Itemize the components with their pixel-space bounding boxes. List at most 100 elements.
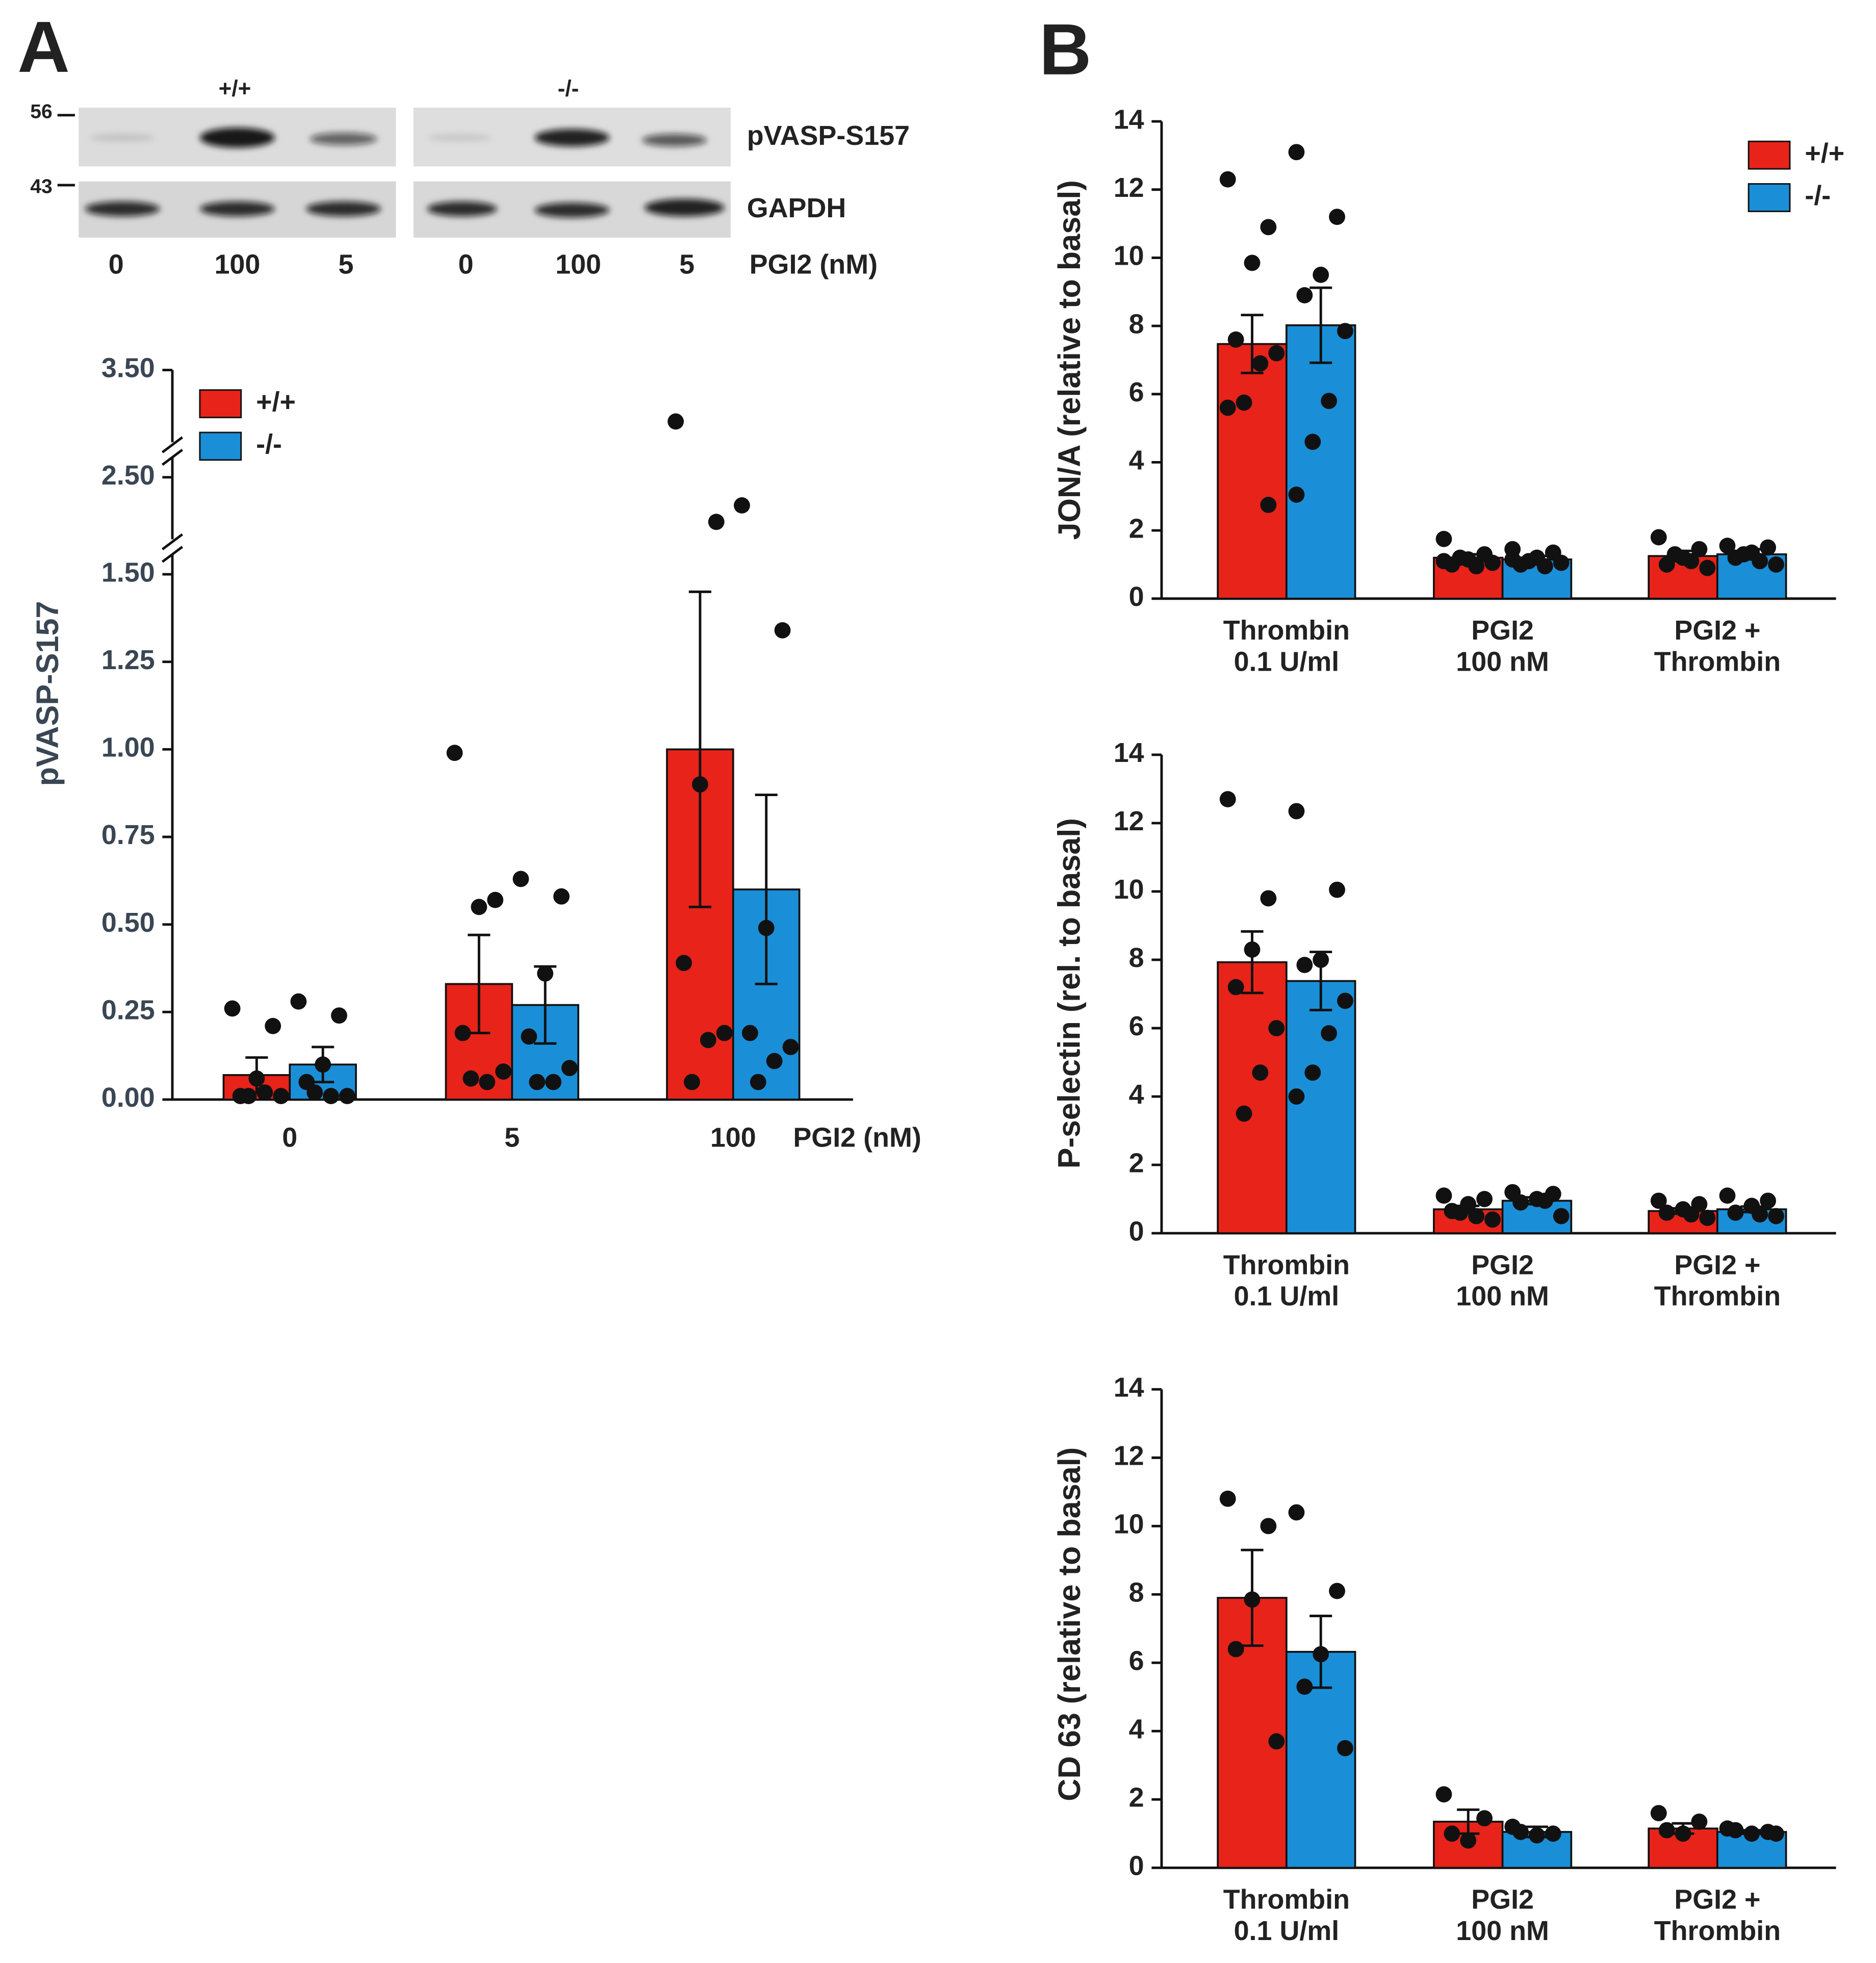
data-point	[1313, 952, 1329, 968]
y-tick-label: 3.50	[101, 353, 155, 384]
data-point	[1743, 1825, 1760, 1842]
y-tick-label: 14	[1114, 1372, 1144, 1403]
data-point	[553, 888, 570, 905]
data-point	[1760, 539, 1777, 556]
data-point	[1313, 266, 1329, 283]
data-point	[1236, 1105, 1252, 1122]
data-point	[1752, 553, 1768, 570]
band	[644, 198, 725, 217]
data-point	[1719, 538, 1736, 554]
genotype-label: -/-	[558, 76, 579, 101]
genotype-label: +/+	[219, 76, 251, 101]
data-point	[1337, 323, 1353, 340]
data-point	[339, 1088, 355, 1105]
data-point	[1735, 546, 1752, 563]
data-point	[1321, 393, 1338, 410]
y-tick-label: 0.00	[101, 1082, 155, 1113]
legend-label: -/-	[256, 429, 282, 460]
axis-break	[161, 448, 184, 466]
data-point	[1529, 1827, 1545, 1844]
data-point	[479, 1074, 496, 1090]
data-point	[1452, 1204, 1469, 1221]
band	[427, 201, 497, 217]
data-point	[1337, 1740, 1353, 1756]
data-point	[1288, 1088, 1305, 1105]
band	[427, 134, 493, 142]
y-tick-label: 4	[1129, 445, 1144, 476]
data-point	[1484, 554, 1501, 571]
data-point	[487, 891, 504, 908]
data-point	[1650, 1192, 1667, 1209]
data-point	[1268, 345, 1285, 362]
x-tick-label: Thrombin	[1654, 1281, 1781, 1312]
data-point	[750, 1074, 766, 1090]
data-point	[1252, 355, 1269, 372]
western-blot: +/+ -/- 56 43 pVASP-S157 GAPDH 0 100 5 0…	[30, 76, 910, 279]
data-point	[1699, 1209, 1716, 1226]
data-point	[1313, 1646, 1329, 1663]
data-point	[1553, 1208, 1570, 1225]
x-tick-label: 0.1 U/ml	[1234, 1916, 1340, 1946]
data-point	[1476, 1810, 1493, 1827]
y-tick-label: 8	[1129, 1577, 1144, 1608]
data-point	[1512, 1194, 1529, 1211]
y-tick-label: 0.75	[101, 820, 155, 850]
data-point	[716, 1025, 733, 1041]
x-tick-label: PGI2 +	[1674, 1884, 1760, 1915]
data-point	[1227, 1641, 1244, 1658]
bar	[1217, 961, 1288, 1234]
legend-label: -/-	[1805, 181, 1831, 211]
data-point	[561, 1060, 578, 1077]
y-axis-label: CD 63 (relative to basal)	[1052, 1447, 1087, 1801]
data-point	[1752, 1206, 1768, 1223]
band	[199, 128, 275, 148]
panel-label: B	[1039, 9, 1092, 90]
data-point	[240, 1088, 257, 1105]
blot-row-label: GAPDH	[747, 193, 846, 223]
data-point	[1468, 558, 1485, 575]
bar	[1286, 324, 1356, 600]
lane-label: 5	[679, 249, 695, 279]
band	[534, 202, 610, 218]
data-point	[471, 899, 487, 915]
data-point	[1760, 1192, 1777, 1209]
data-point	[1666, 546, 1683, 563]
data-point	[1296, 287, 1313, 303]
marker-label: 56	[30, 100, 53, 122]
data-point	[290, 993, 307, 1010]
data-point	[462, 1070, 479, 1087]
data-point	[1536, 1192, 1553, 1209]
y-tick-label: 1.25	[101, 645, 155, 675]
y-tick-label: 1.00	[101, 732, 155, 763]
y-tick-label: 10	[1114, 1509, 1144, 1539]
data-point	[684, 1074, 700, 1090]
data-point	[691, 776, 708, 793]
data-point	[1536, 558, 1553, 575]
data-point	[1244, 941, 1261, 958]
y-tick-label: 12	[1114, 806, 1144, 836]
data-point	[224, 1000, 241, 1017]
data-point	[1329, 881, 1346, 898]
data-point	[265, 1017, 281, 1034]
x-tick-label: PGI2	[1471, 1250, 1534, 1280]
data-point	[1219, 1490, 1236, 1507]
lane-axis-label: PGI2 (nM)	[750, 249, 878, 279]
data-point	[1504, 551, 1521, 568]
data-point	[537, 965, 554, 982]
x-tick-label: Thrombin	[1223, 615, 1350, 646]
x-tick-label: 100 nM	[1456, 1916, 1549, 1946]
y-tick-label: 10	[1114, 874, 1144, 905]
data-point	[1288, 486, 1305, 503]
data-point	[1468, 1208, 1485, 1225]
data-point	[1553, 554, 1570, 571]
data-point	[1227, 331, 1244, 348]
x-tick-label: 100 nM	[1456, 1281, 1549, 1312]
data-point	[446, 745, 463, 761]
x-tick-label: 0.1 U/ml	[1234, 1281, 1340, 1312]
y-tick-label: 14	[1114, 737, 1144, 768]
y-tick-label: 12	[1114, 172, 1144, 203]
band	[90, 134, 155, 142]
data-point	[1296, 957, 1313, 973]
data-point	[782, 1039, 799, 1055]
